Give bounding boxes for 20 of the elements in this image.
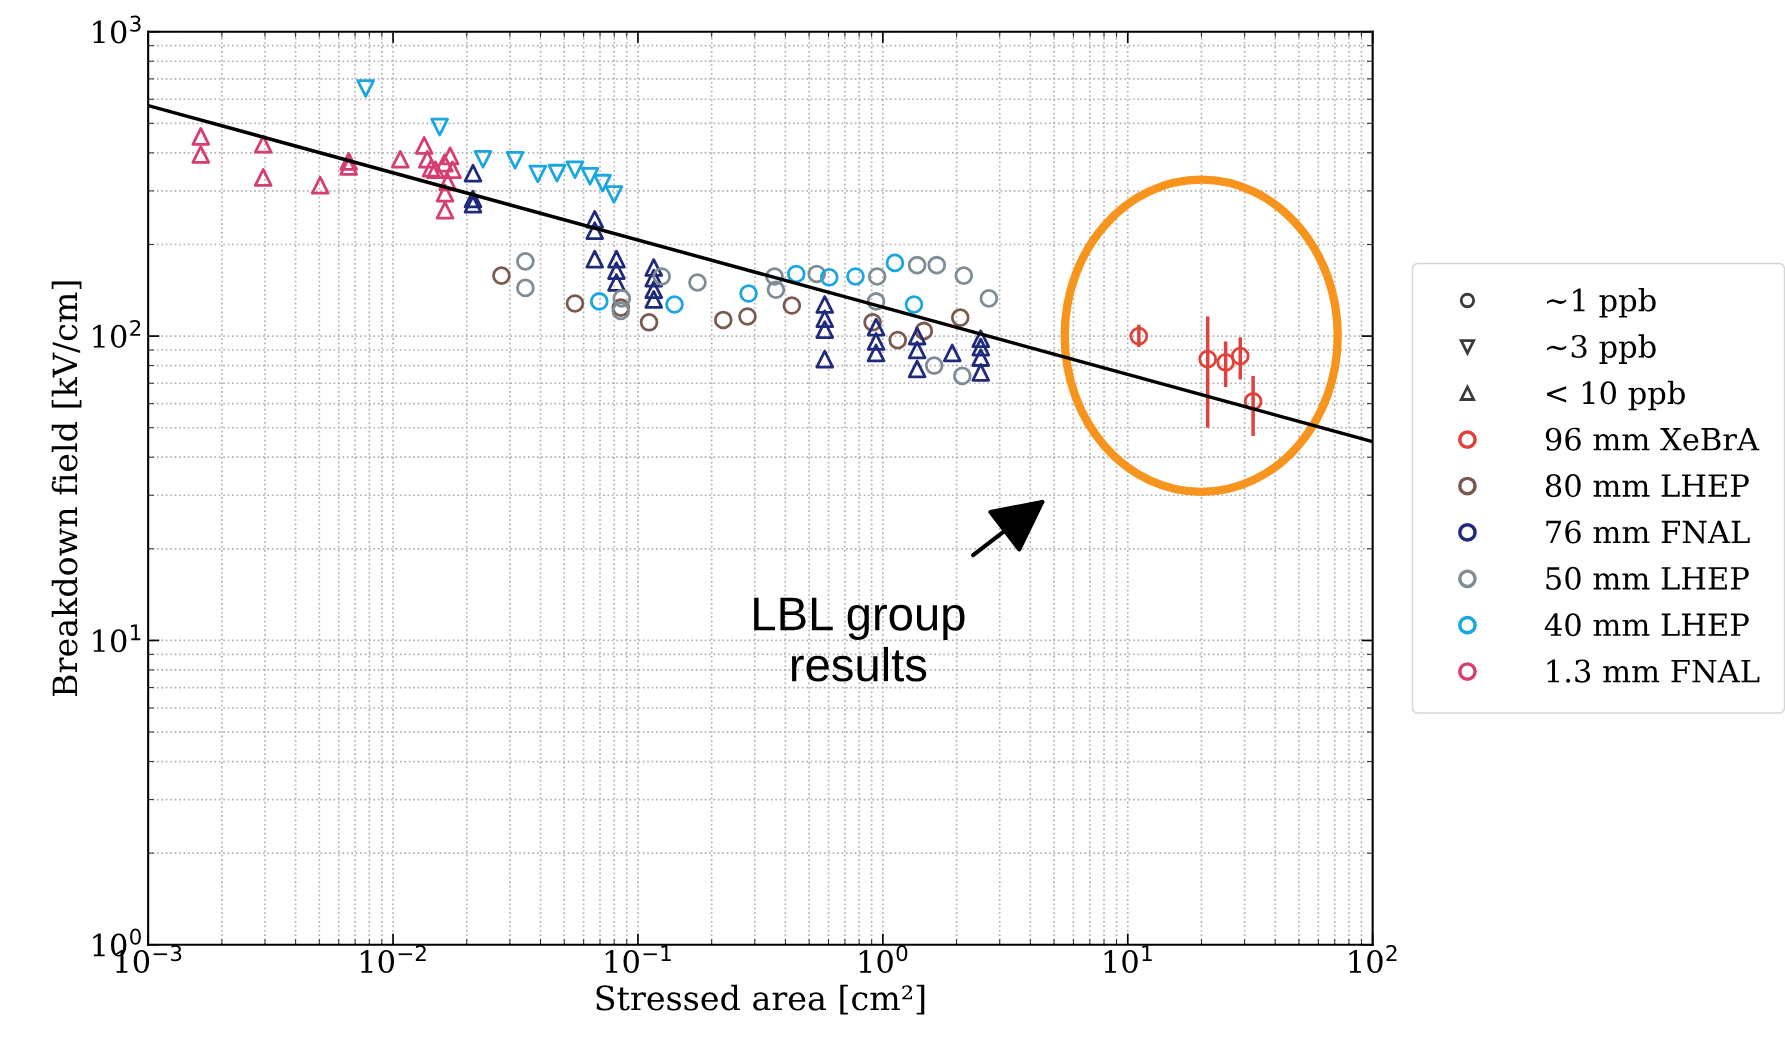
legend-label: 1.3 mm FNAL (1547, 659, 1760, 683)
x-tick-label: 10$^{1}$ (1104, 945, 1152, 974)
annotation: LBL group results (754, 597, 965, 682)
text: < 10 ppb (1547, 380, 1685, 411)
y-tick-label: 10$^{1}$ (93, 624, 141, 653)
legend-label: 80 mm LHEP (1545, 474, 1749, 498)
legend-label: 96 mm XeBrA (1545, 427, 1760, 451)
text: ∼3 ppb (1547, 334, 1656, 364)
y-tick-label: 10$^{2}$ (93, 319, 141, 348)
legend-label: 40 mm LHEP (1544, 613, 1749, 637)
x-axis-title: Stressed area [cm²] (596, 984, 925, 1015)
x-tick-label: 10$^{0}$ (859, 945, 908, 974)
x-tick-label: 10$^{−1}$ (605, 945, 671, 974)
y-axis-title: Breakdown field [kV/cm] (51, 281, 82, 697)
y-tick-label: 10$^{3}$ (93, 15, 141, 44)
legend-label: 50 mm LHEP (1546, 566, 1749, 590)
text: ∼1 ppb (1547, 287, 1656, 318)
legend-label: 76 mm FNAL (1546, 520, 1750, 544)
x-tick-label: 10$^{−2}$ (360, 945, 426, 974)
x-tick-label: 10$^{2}$ (1349, 945, 1397, 974)
